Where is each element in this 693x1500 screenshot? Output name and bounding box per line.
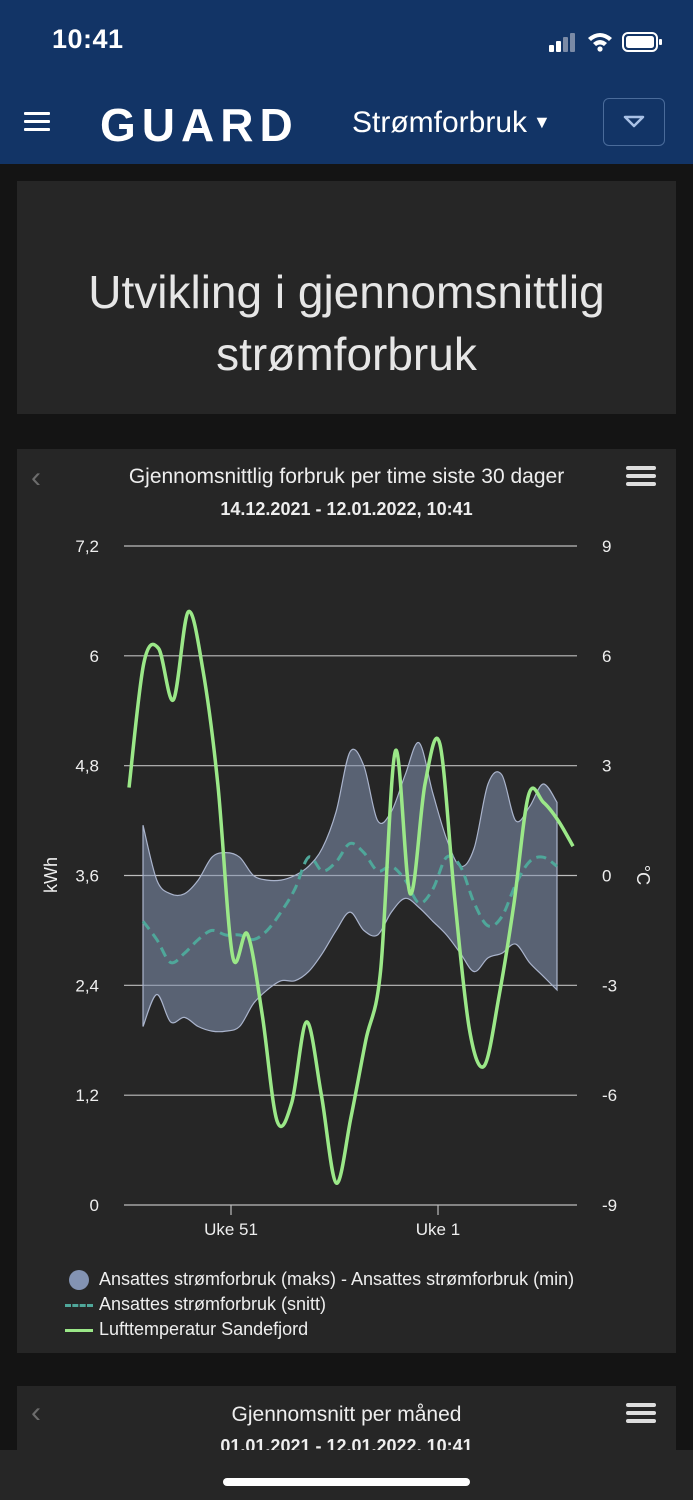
system-icons xyxy=(549,32,662,52)
x-tick-label: Uke 51 xyxy=(204,1220,258,1239)
caret-down-icon: ▼ xyxy=(533,112,551,132)
y-tick-left: 1,2 xyxy=(75,1086,99,1105)
page-selector-dropdown[interactable]: Strømforbruk ▼ xyxy=(352,106,551,140)
y-tick-right: 6 xyxy=(602,647,611,666)
legend-item-range[interactable]: Ansattes strømforbruk (maks) - Ansattes … xyxy=(65,1267,574,1292)
y-tick-right: 9 xyxy=(602,537,611,556)
top-navbar: GUARD Strømforbruk ▼ xyxy=(0,82,693,164)
legend-label: Ansattes strømforbruk (snitt) xyxy=(99,1294,327,1314)
monthly-chart-card: ‹ Gjennomsnitt per måned 01.01.2021 - 12… xyxy=(17,1386,676,1456)
range-circle-icon xyxy=(69,1269,89,1290)
page-title: Utvikling i gjennomsnittlig strømforbruk xyxy=(88,266,605,380)
y-tick-right: -3 xyxy=(602,976,617,995)
chart-subtitle: 14.12.2021 - 12.01.2022, 10:41 xyxy=(220,499,473,519)
chart-title: Gjennomsnittlig forbruk per time siste 3… xyxy=(128,465,565,488)
legend-label: Lufttemperatur Sandefjord xyxy=(99,1319,309,1339)
y-axis-right-ticks: 9 6 3 0 -3 -6 -9 xyxy=(602,537,617,1215)
y-tick-right: -9 xyxy=(602,1196,617,1215)
y-tick-right: 3 xyxy=(602,757,611,776)
cellular-signal-icon xyxy=(549,33,575,52)
battery-icon xyxy=(622,32,662,52)
chevron-left-icon[interactable]: ‹ xyxy=(31,1396,41,1429)
wifi-icon xyxy=(588,33,612,52)
status-bar: 10:41 xyxy=(0,0,693,82)
x-tick-label: Uke 1 xyxy=(416,1220,460,1239)
temperature-line xyxy=(127,609,575,1185)
chevron-left-icon[interactable]: ‹ xyxy=(31,461,41,494)
y-tick-left: 7,2 xyxy=(75,537,99,556)
monthly-chart-title: Gjennomsnitt per måned xyxy=(231,1403,462,1426)
status-time: 10:41 xyxy=(52,24,124,54)
chart-menu-icon[interactable] xyxy=(626,466,656,486)
chart-legend: Ansattes strømforbruk (maks) - Ansattes … xyxy=(65,1267,574,1342)
page-selector-label: Strømforbruk xyxy=(352,106,528,139)
dashed-line-icon xyxy=(65,1303,93,1307)
y-tick-left: 4,8 xyxy=(75,757,99,776)
average-dashed-line xyxy=(141,841,558,965)
y-axis-label-left: kWh xyxy=(41,857,61,893)
y-tick-left: 3,6 xyxy=(75,867,99,886)
band-max-min-area xyxy=(142,742,558,1033)
chevron-down-icon xyxy=(623,115,645,128)
y-tick-left: 6 xyxy=(90,647,99,666)
chart-menu-icon[interactable] xyxy=(626,1403,656,1423)
chart-card: ‹ Gjennomsnittlig forbruk per time siste… xyxy=(17,449,676,1353)
home-indicator[interactable] xyxy=(223,1478,470,1486)
y-tick-right: -6 xyxy=(602,1086,617,1105)
legend-label: Ansattes strømforbruk (maks) - Ansattes … xyxy=(99,1269,575,1289)
legend-item-temperature[interactable]: Lufttemperatur Sandefjord xyxy=(65,1317,574,1342)
page-heading-card: Utvikling i gjennomsnittlig strømforbruk xyxy=(17,181,676,414)
chart-plot: 7,2 6 4,8 3,6 2,4 1,2 0 9 6 3 0 -3 -6 -9 Uke 51 Uke 1… xyxy=(41,537,653,1239)
hamburger-menu-icon[interactable] xyxy=(24,112,50,132)
legend-item-average[interactable]: Ansattes strømforbruk (snitt) xyxy=(65,1292,574,1317)
filter-toggle-button[interactable] xyxy=(603,98,665,146)
y-tick-left: 0 xyxy=(90,1196,99,1215)
solid-line-icon xyxy=(65,1328,93,1332)
y-axis-label-right: °C xyxy=(633,865,653,885)
y-tick-right: 0 xyxy=(602,867,611,886)
y-tick-left: 2,4 xyxy=(75,976,99,995)
guard-logo[interactable]: GUARD xyxy=(100,99,299,151)
x-axis-ticks: Uke 51 Uke 1 xyxy=(204,1205,460,1239)
bottom-bar xyxy=(0,1450,693,1500)
y-axis-left-ticks: 7,2 6 4,8 3,6 2,4 1,2 0 xyxy=(75,537,99,1215)
